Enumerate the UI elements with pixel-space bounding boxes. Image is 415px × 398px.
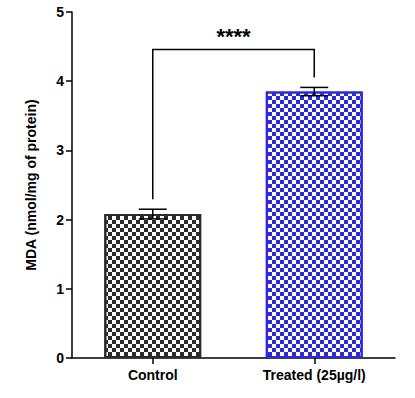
svg-text:4: 4 [56, 73, 64, 89]
svg-text:2: 2 [56, 212, 64, 228]
svg-text:Treated (25µg/l): Treated (25µg/l) [263, 367, 366, 383]
svg-text:5: 5 [56, 4, 64, 20]
svg-text:0: 0 [56, 350, 64, 366]
svg-text:MDA (nmol/mg of protein): MDA (nmol/mg of protein) [23, 99, 39, 270]
svg-text:3: 3 [56, 142, 64, 158]
svg-text:Control: Control [128, 367, 178, 383]
svg-text:1: 1 [56, 281, 64, 297]
svg-text:****: **** [216, 24, 251, 49]
